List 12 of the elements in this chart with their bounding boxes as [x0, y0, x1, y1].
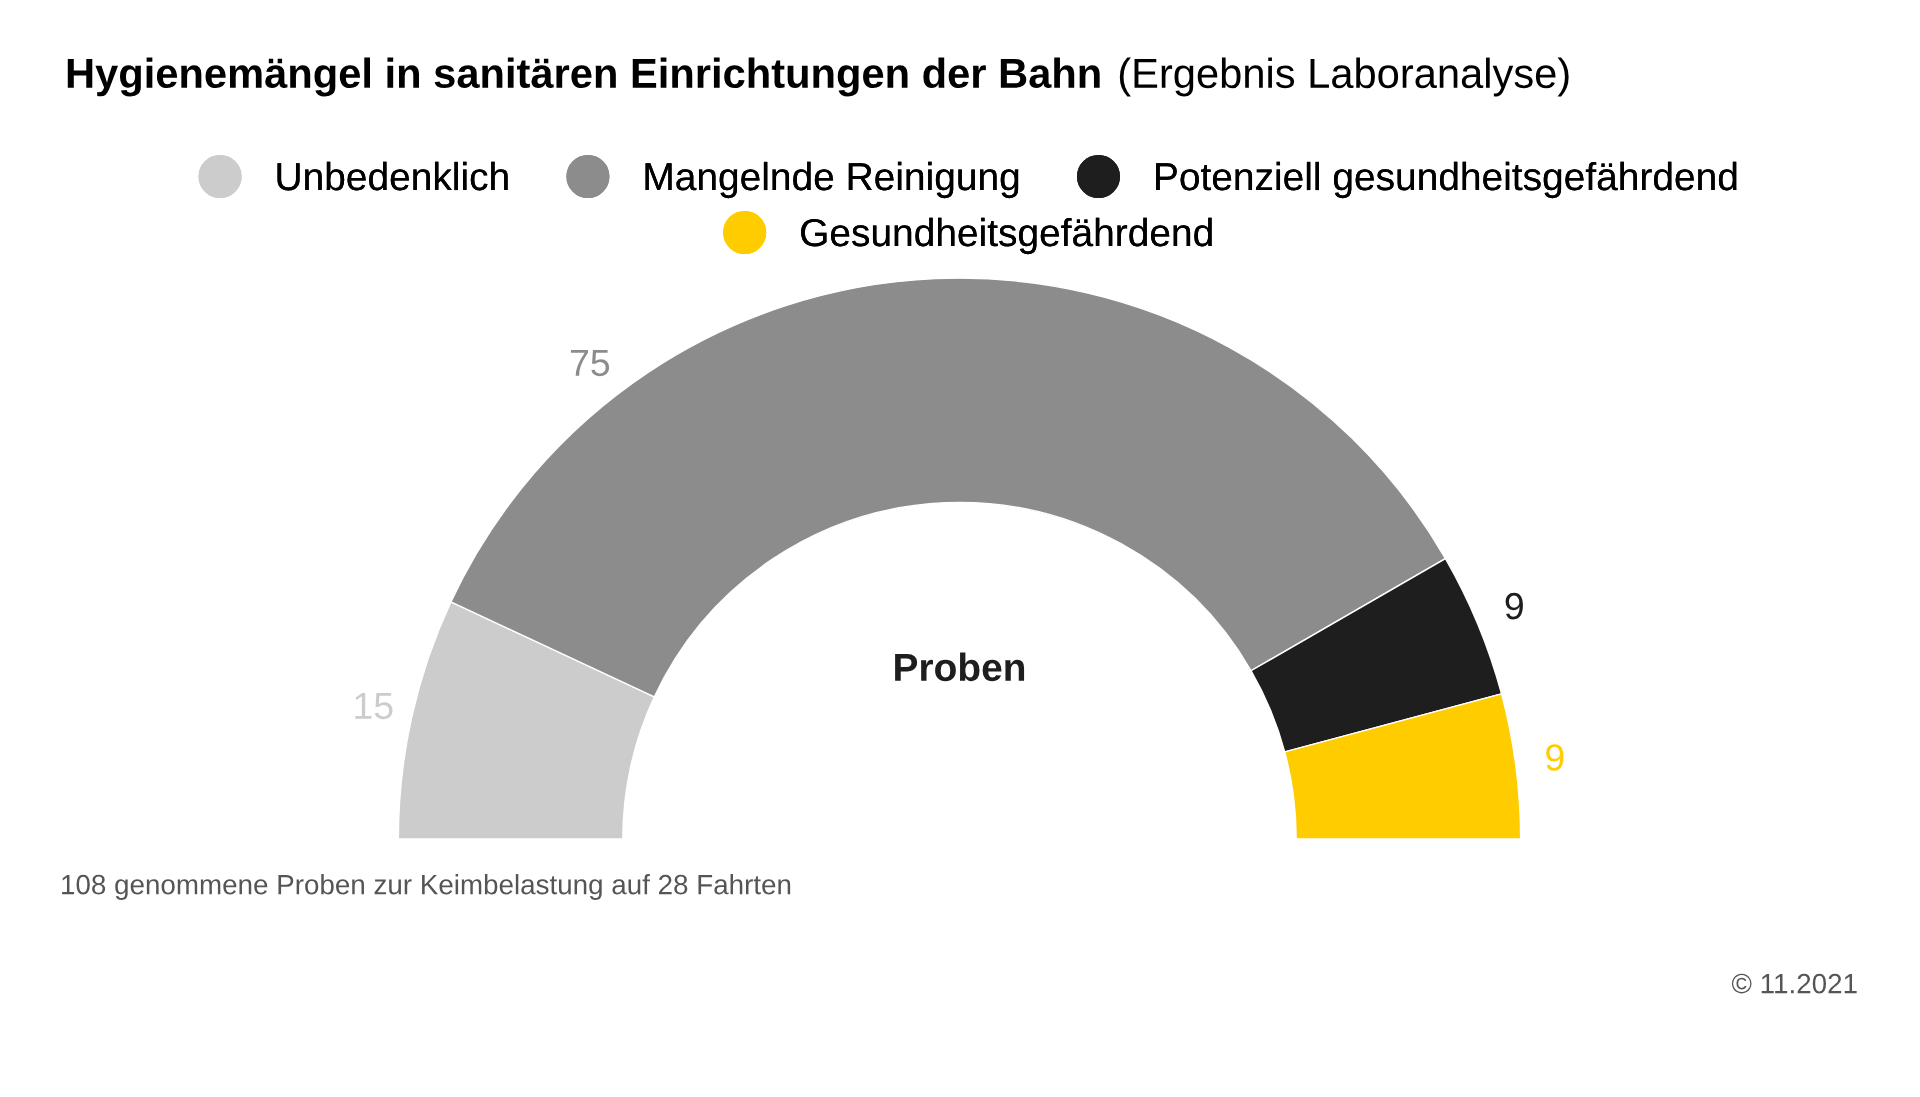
legend-label: Unbedenklich [277, 161, 508, 191]
data-label: 9 [1546, 744, 1564, 771]
legend-label: Potenziell gesundheitsgefährdend [1156, 161, 1737, 199]
data-label: 75 [570, 349, 610, 377]
text: Proben [895, 652, 1025, 682]
legend-label: Mangelnde Reinigung [645, 161, 1019, 199]
chart-subtitle: (Ergebnis Laboranalyse) [1119, 57, 1569, 97]
data-label: 9 [1505, 592, 1523, 620]
text: © 11.2021 [1731, 973, 1857, 994]
text: 108 genommene Proben zur Keimbelastung auf 28 Fahrten [62, 874, 791, 900]
legend-label: Gesundheitsgefährdend [801, 217, 1212, 255]
chart-title: Hygienemängel in sanitären Einrichtungen der Bahn [67, 57, 1100, 97]
